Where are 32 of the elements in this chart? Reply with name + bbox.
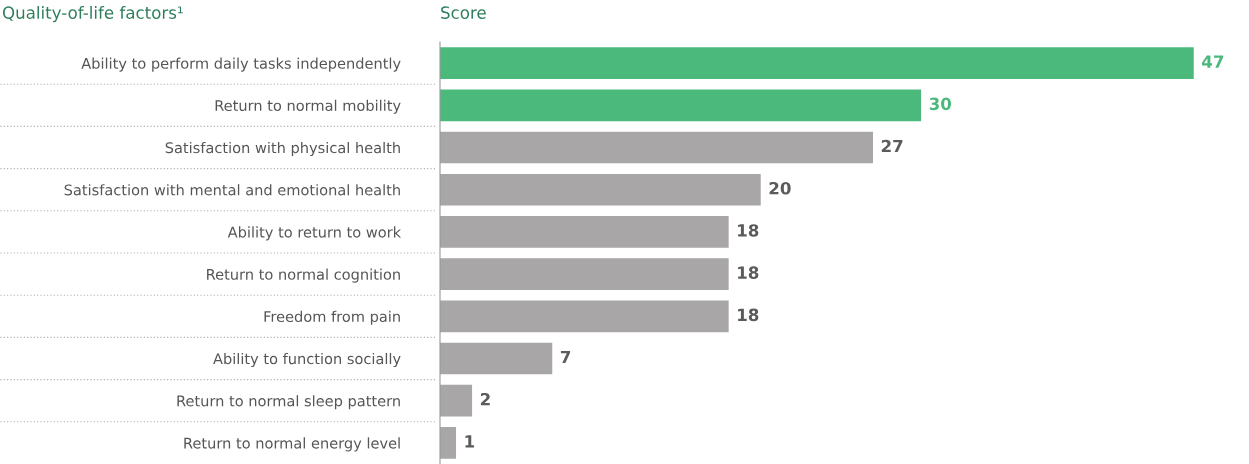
- bar: [440, 300, 729, 333]
- y-tick-label: Ability to return to work: [227, 226, 402, 241]
- data-label: 1: [465, 435, 475, 448]
- bar: [440, 89, 922, 122]
- y-tick-label: Return to normal mobility: [215, 99, 401, 114]
- bar: [440, 258, 729, 290]
- data-label: 7: [560, 350, 571, 364]
- y-tick-label: Return to normal cognition: [207, 268, 400, 283]
- data-label: 30: [929, 97, 952, 111]
- bar: [440, 216, 729, 248]
- data-label: 18: [738, 224, 759, 237]
- bar: [440, 342, 553, 375]
- x-axis-title: Score: [441, 6, 486, 19]
- y-axis-title: Quality-of-life factors¹: [2, 6, 183, 23]
- data-label: 2: [480, 392, 490, 406]
- y-tick-label: Satisfaction with physical health: [165, 141, 400, 157]
- data-label: 27: [881, 139, 903, 153]
- y-tick-label: Ability to function socially: [213, 352, 401, 368]
- bar: [440, 384, 473, 417]
- bar: [440, 173, 761, 206]
- y-tick-label: Return to normal sleep pattern: [177, 395, 400, 410]
- bar: [440, 47, 1194, 79]
- data-label: 20: [769, 181, 791, 195]
- data-label: 47: [1202, 55, 1224, 68]
- y-tick-label: Return to normal energy level: [184, 437, 400, 452]
- data-label: 18: [738, 266, 759, 279]
- y-tick-label: Freedom from pain: [264, 310, 400, 325]
- y-tick-label: Satisfaction with mental and emotional health: [64, 184, 400, 196]
- bar: [440, 131, 873, 164]
- y-tick-label: Ability to perform daily tasks independently: [81, 57, 401, 72]
- bar: [440, 427, 457, 459]
- data-label: 18: [738, 308, 759, 322]
